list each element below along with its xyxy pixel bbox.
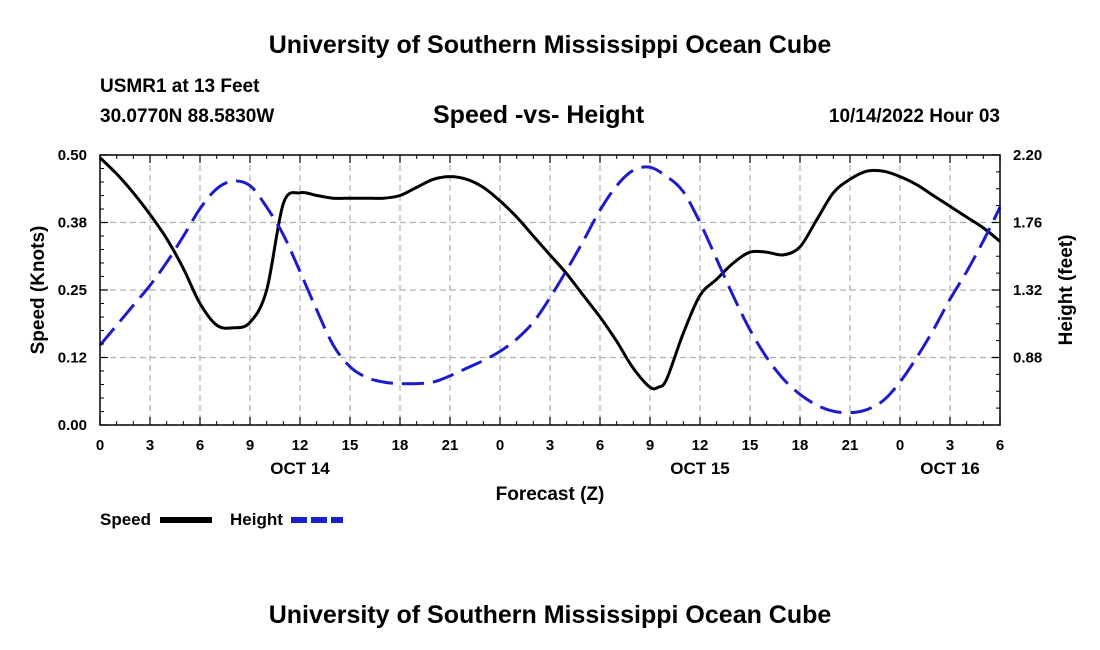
y-tick-label: 0.25 <box>58 282 87 299</box>
x-tick-label: 3 <box>546 437 554 454</box>
y2-tick-label: 1.32 <box>1013 282 1042 299</box>
x-tick-label: 18 <box>792 437 809 454</box>
x-tick-label: 12 <box>292 437 309 454</box>
x-tick-label: 6 <box>996 437 1004 454</box>
x-tick-label: 12 <box>692 437 709 454</box>
x-tick-label: 6 <box>596 437 604 454</box>
x-axis-title: Forecast (Z) <box>496 484 605 505</box>
x-tick-label: 3 <box>146 437 154 454</box>
x-tick-label: 18 <box>392 437 409 454</box>
series-height-line <box>98 165 1002 415</box>
x-tick-label: 0 <box>96 437 104 454</box>
chart-title: Speed -vs- Height <box>433 101 645 129</box>
y-tick-label: 0.50 <box>58 147 87 164</box>
axis-ticks <box>99 154 1001 426</box>
coordinates-label: 30.0770N 88.5830W <box>100 106 275 127</box>
x-tick-label: 15 <box>742 437 759 454</box>
y2-axis-title: Height (feet) <box>1056 235 1077 346</box>
station-label: USMR1 at 13 Feet <box>100 76 260 97</box>
x-tick-label: 9 <box>646 437 654 454</box>
y2-tick-label: 2.20 <box>1013 147 1042 164</box>
x-tick-label: 9 <box>246 437 254 454</box>
x-tick-label: 0 <box>896 437 904 454</box>
x-tick-label: 6 <box>196 437 204 454</box>
y-tick-label: 0.38 <box>58 215 87 232</box>
bottom-title: University of Southern Mississippi Ocean… <box>268 601 832 629</box>
y-tick-label: 0.12 <box>58 350 87 367</box>
y2-tick-label: 1.76 <box>1013 215 1042 232</box>
date-label: OCT 16 <box>920 459 980 478</box>
axis-labels: 0 3 6 9 12 15 18 21 0 3 6 9 12 15 18 21 0 3 6 OCT 14 OCT 15 O… <box>58 147 1042 478</box>
datetime-label: 10/14/2022 Hour 03 <box>828 106 1000 127</box>
legend-label-speed: Speed <box>100 510 151 529</box>
x-tick-label: 21 <box>442 437 459 454</box>
x-tick-label: 0 <box>496 437 504 454</box>
y2-tick-label: 0.88 <box>1013 350 1042 367</box>
grid-lines <box>100 155 1000 425</box>
date-label: OCT 15 <box>670 459 730 478</box>
x-tick-label: 15 <box>342 437 359 454</box>
series-speed-line <box>98 156 1001 391</box>
x-tick-label: 3 <box>946 437 954 454</box>
series-layer <box>98 156 1002 415</box>
top-title: University of Southern Mississippi Ocean… <box>268 31 832 59</box>
x-tick-label: 21 <box>842 437 859 454</box>
legend-label-height: Height <box>230 510 283 529</box>
legend: Speed Height <box>100 510 343 529</box>
speed-height-chart: 0 3 6 9 12 15 18 21 0 3 6 9 12 15 18 21 0 3 6 OCT 14 OCT 15 O… <box>28 147 1077 529</box>
y-axis-title: Speed (Knots) <box>28 226 49 355</box>
y-tick-label: 0.00 <box>58 417 87 434</box>
date-label: OCT 14 <box>270 459 330 478</box>
